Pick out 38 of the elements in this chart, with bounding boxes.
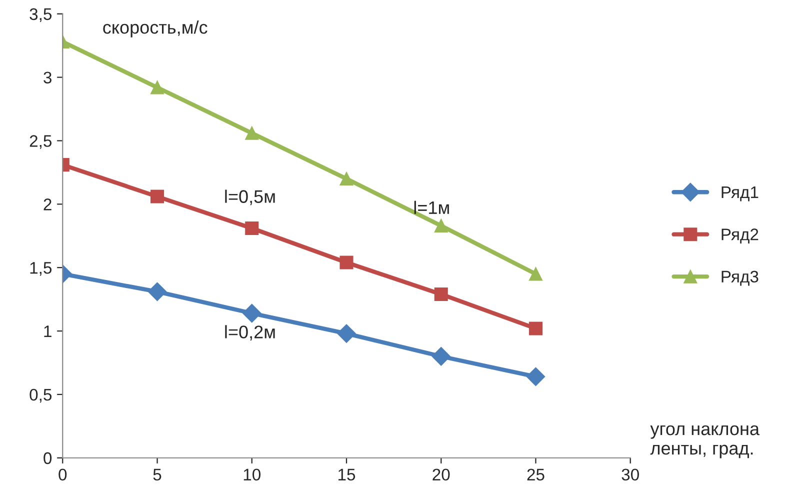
y-tick-label: 3,5: [30, 8, 52, 22]
x-tick-label: 5: [153, 468, 162, 481]
annotation: l=1м: [414, 200, 449, 214]
x-tick-label: 0: [58, 468, 67, 481]
y-axis-title: скорость,м/с: [103, 20, 208, 38]
y-tick-label: 2,5: [30, 135, 52, 149]
x-tick-label: 25: [527, 468, 544, 481]
point: [242, 304, 262, 323]
x-tick-label: 20: [432, 468, 450, 481]
point: [150, 80, 164, 94]
legend-label: Ряд3: [722, 270, 758, 286]
annotation: l=0,2м: [225, 325, 275, 341]
legend-label: Ряд1: [722, 186, 758, 202]
point: [528, 267, 543, 281]
y-tick-label: 0,5: [30, 388, 52, 403]
x-tick-label: 30: [622, 468, 639, 481]
point: [150, 190, 164, 204]
point: [340, 256, 354, 270]
point: [148, 282, 167, 302]
point: [526, 367, 546, 386]
y-tick-label: 2: [44, 198, 52, 210]
x-tick-label: 15: [338, 468, 356, 481]
point: [432, 347, 450, 366]
y-tick-label: 0: [44, 452, 52, 464]
legend-label: Ряд2: [722, 228, 758, 244]
point: [337, 324, 356, 343]
y-tick-label: 3: [44, 72, 52, 84]
point: [528, 322, 543, 336]
point: [245, 221, 259, 236]
point: [434, 287, 448, 301]
point: [434, 218, 448, 232]
annotation: l=0,5м: [225, 190, 275, 206]
y-tick-label: 1: [44, 326, 52, 338]
y-tick-label: 1,5: [30, 262, 52, 276]
x-axis-title: угол наклона ленты, град.: [650, 425, 760, 458]
x-tick-label: 10: [244, 468, 260, 481]
point: [340, 172, 354, 186]
point: [245, 126, 259, 140]
